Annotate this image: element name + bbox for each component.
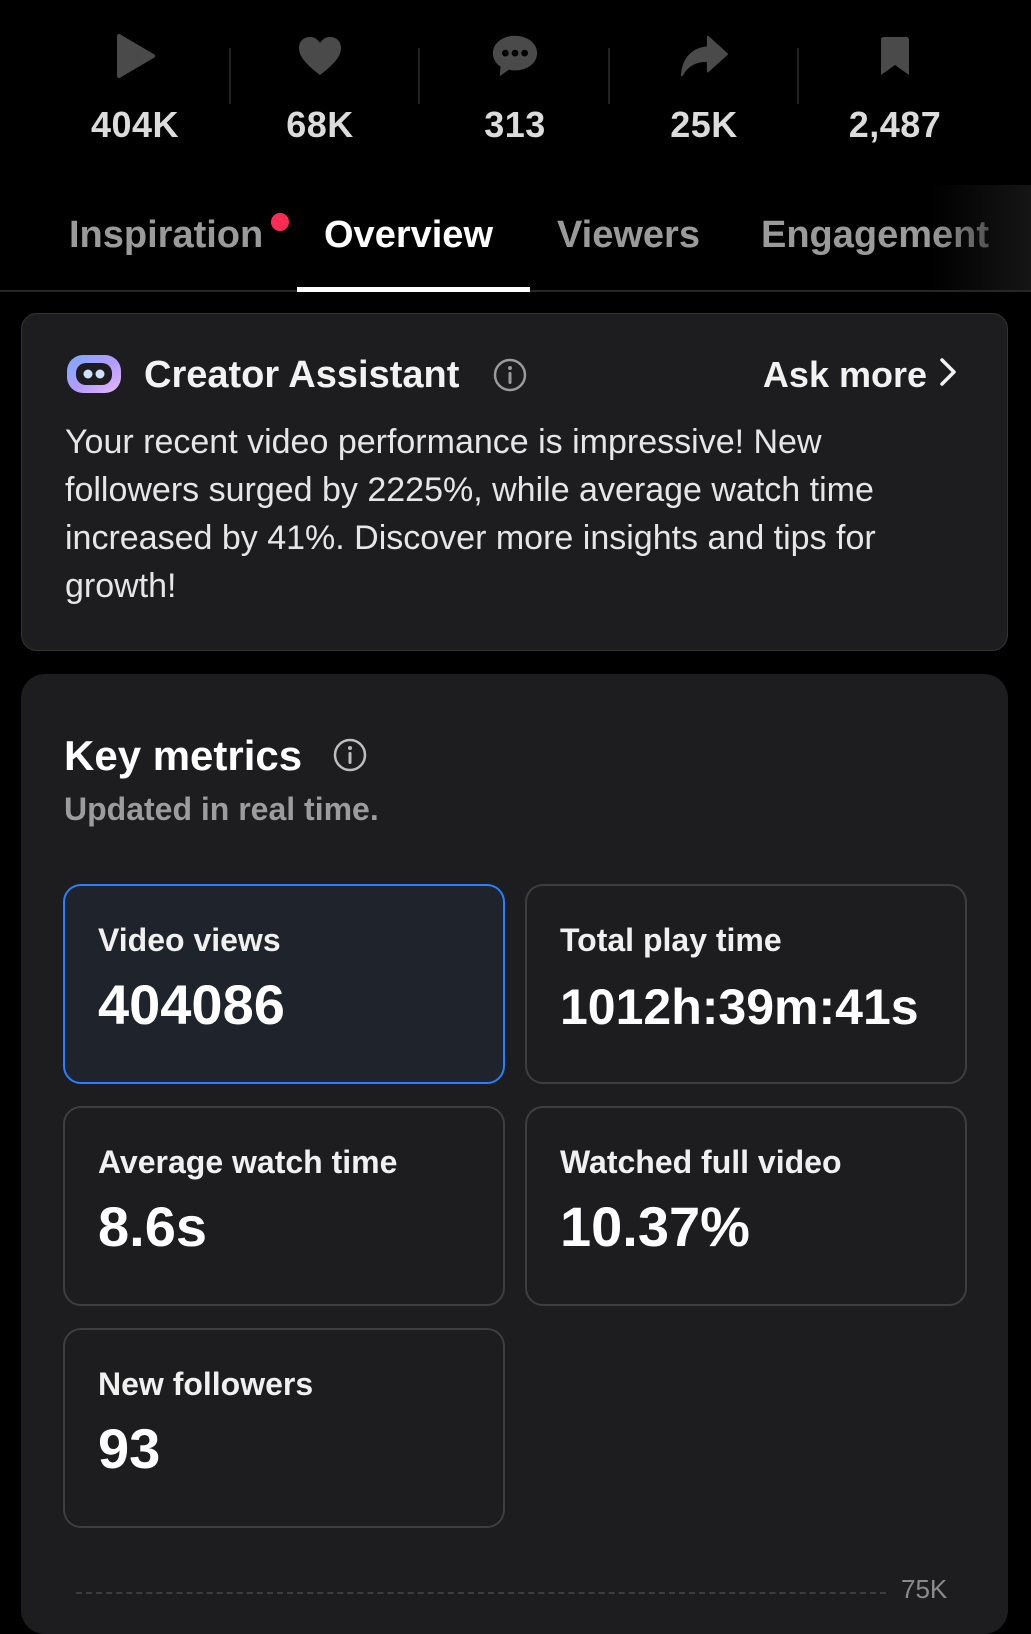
chart-gridline [76, 1592, 886, 1594]
metric-card-total-play-time[interactable]: Total play time 1012h:39m:41s [525, 884, 967, 1084]
metric-card-watched-full-video[interactable]: Watched full video 10.37% [525, 1106, 967, 1306]
stat-plays[interactable]: 404K [40, 28, 230, 158]
tab-overview[interactable]: Overview [324, 214, 493, 256]
play-icon [110, 28, 160, 84]
stat-divider [418, 48, 420, 104]
heart-icon [295, 28, 345, 84]
metric-value: 93 [98, 1417, 161, 1480]
stat-comments[interactable]: 313 [420, 28, 610, 158]
key-metrics-title: Key metrics [64, 732, 303, 779]
bookmark-icon [870, 28, 920, 84]
metric-card-new-followers[interactable]: New followers 93 [63, 1328, 505, 1528]
metric-value: 404086 [98, 973, 285, 1036]
comment-icon [490, 28, 540, 84]
key-metrics-section: Key metrics Updated in real time. Video … [21, 674, 1008, 1634]
active-tab-indicator [297, 287, 530, 292]
creator-assistant-logo-icon [65, 352, 123, 401]
ask-more-button[interactable]: Ask more [763, 354, 957, 396]
assistant-message: Your recent video performance is impress… [65, 423, 876, 605]
metric-value: 10.37% [560, 1195, 750, 1258]
video-stats-bar: 404K 68K 313 25K 2,487 [0, 28, 1031, 158]
stat-likes[interactable]: 68K [225, 28, 415, 158]
assistant-title: Creator Assistant [144, 354, 460, 396]
comments-count: 313 [484, 104, 546, 145]
metric-label: Watched full video [560, 1144, 842, 1180]
ask-more-label: Ask more [762, 354, 927, 395]
tab-inspiration[interactable]: Inspiration [69, 214, 264, 256]
stat-divider [797, 48, 799, 104]
chevron-right-icon [939, 354, 957, 396]
stat-shares[interactable]: 25K [609, 28, 799, 158]
metric-card-video-views[interactable]: Video views 404086 [63, 884, 505, 1084]
metric-card-average-watch-time[interactable]: Average watch time 8.6s [63, 1106, 505, 1306]
metric-value: 8.6s [98, 1195, 207, 1258]
chart-y-tick: 75K [901, 1574, 948, 1604]
metric-label: Total play time [560, 922, 782, 958]
tabs-scroll-fade [931, 185, 1031, 290]
saves-count: 2,487 [848, 104, 942, 145]
creator-assistant-card[interactable]: Creator Assistant Ask more Your recent v… [21, 313, 1008, 651]
stat-saves[interactable]: 2,487 [800, 28, 990, 158]
stat-divider [229, 48, 231, 104]
key-metrics-info-icon[interactable] [332, 737, 368, 778]
notification-dot [271, 213, 289, 231]
analytics-tabs: Inspiration Overview Viewers Engagement [0, 185, 1031, 292]
metric-label: New followers [98, 1366, 314, 1402]
tab-viewers[interactable]: Viewers [557, 214, 700, 256]
stat-divider [608, 48, 610, 104]
key-metrics-subtitle: Updated in real time. [64, 791, 379, 827]
metric-label: Video views [98, 922, 281, 958]
likes-count: 68K [286, 104, 354, 145]
plays-count: 404K [90, 104, 180, 145]
metric-value: 1012h:39m:41s [560, 979, 919, 1035]
shares-count: 25K [670, 104, 738, 145]
share-icon [679, 28, 729, 84]
metric-label: Average watch time [98, 1144, 398, 1180]
assistant-info-icon[interactable] [492, 357, 528, 398]
